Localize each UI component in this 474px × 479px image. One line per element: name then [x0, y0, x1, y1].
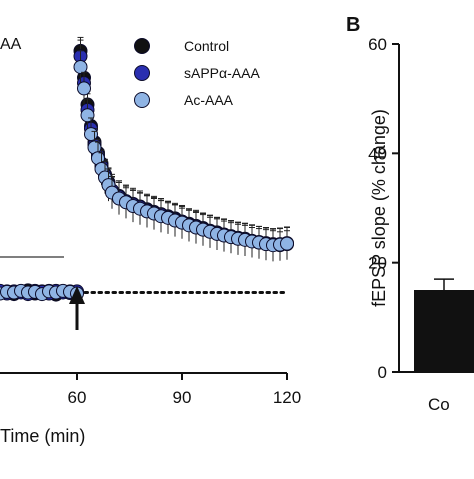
data-point: [280, 236, 294, 251]
panel-b-bars: Co: [414, 278, 474, 414]
y-tick-label: 60: [368, 35, 387, 54]
y-tick-label: 40: [368, 144, 387, 163]
legend-label: Control: [184, 38, 229, 54]
data-point: [84, 127, 98, 142]
bar-category-label: Co: [428, 395, 450, 414]
y-tick-label: 0: [378, 363, 387, 382]
legend-marker: [134, 65, 150, 81]
panel-a-data-points: [0, 36, 294, 302]
panel-b-y-axis-label: fEPSP slope (% change): [369, 109, 389, 307]
legend-label: sAPPα-AAA: [184, 65, 260, 81]
panel-b-y-ticks: 0 20 40 60: [368, 35, 399, 382]
panel-b-label: B: [346, 14, 360, 36]
x-tick-label: 90: [173, 388, 192, 407]
data-point: [77, 81, 91, 96]
stimulus-arrow-icon: [69, 286, 85, 330]
legend: Control sAPPα-AAA Ac-AAA: [134, 38, 260, 108]
legend-marker: [134, 38, 150, 54]
x-tick-label: 60: [68, 388, 87, 407]
panel-a-partial-title: AA: [0, 36, 22, 53]
legend-label: Ac-AAA: [184, 92, 234, 108]
bar: [414, 290, 474, 372]
panel-a-x-ticks: 60 90 120: [68, 373, 301, 407]
series-ac-aaa: [0, 50, 294, 302]
y-tick-label: 20: [368, 254, 387, 273]
data-point: [80, 108, 95, 123]
x-tick-label: 120: [273, 388, 301, 407]
panel-a-x-axis-label: Time (min): [0, 426, 85, 446]
panel-a: AA 60 90 120 Time (min) Control sAPPα-AAA Ac…: [0, 36, 301, 446]
legend-marker: [134, 92, 150, 108]
panel-b: B 0 20 40 60 fEPSP slope (% change) Co: [346, 14, 474, 414]
data-point: [73, 59, 88, 74]
